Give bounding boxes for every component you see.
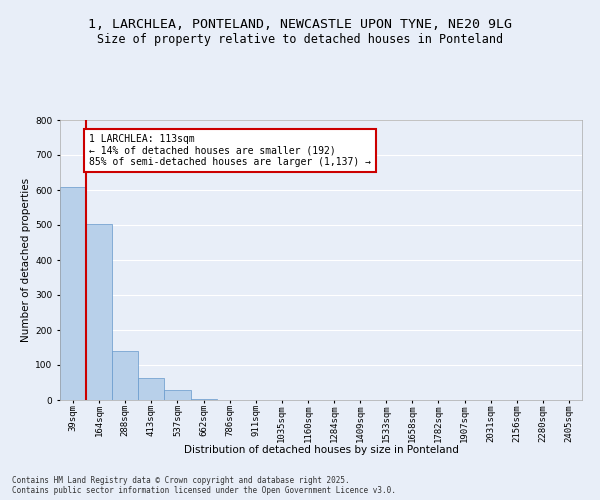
- Text: 1, LARCHLEA, PONTELAND, NEWCASTLE UPON TYNE, NE20 9LG: 1, LARCHLEA, PONTELAND, NEWCASTLE UPON T…: [88, 18, 512, 30]
- Text: Size of property relative to detached houses in Ponteland: Size of property relative to detached ho…: [97, 32, 503, 46]
- Bar: [112, 351, 139, 400]
- X-axis label: Distribution of detached houses by size in Ponteland: Distribution of detached houses by size …: [184, 444, 458, 454]
- Bar: [139, 378, 164, 400]
- Bar: [60, 187, 86, 400]
- Text: 1 LARCHLEA: 113sqm
← 14% of detached houses are smaller (192)
85% of semi-detach: 1 LARCHLEA: 113sqm ← 14% of detached hou…: [89, 134, 371, 167]
- Bar: [86, 224, 112, 400]
- Text: Contains HM Land Registry data © Crown copyright and database right 2025.
Contai: Contains HM Land Registry data © Crown c…: [12, 476, 396, 495]
- Y-axis label: Number of detached properties: Number of detached properties: [21, 178, 31, 342]
- Bar: [164, 390, 191, 400]
